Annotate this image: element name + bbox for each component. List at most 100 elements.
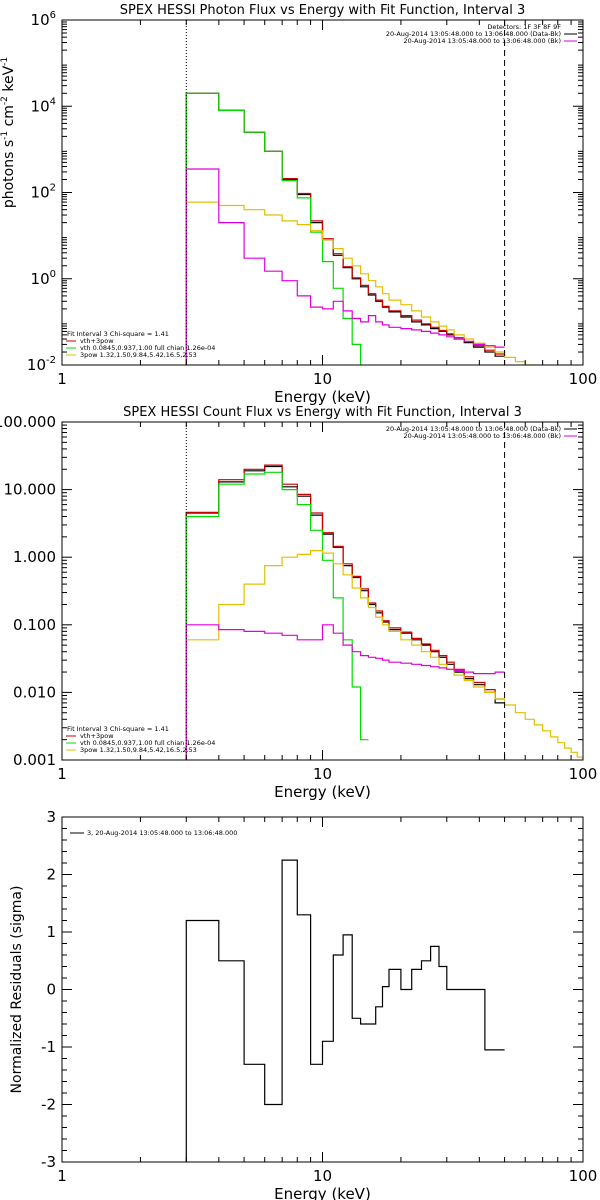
legend-bottom-left: Fit Interval 3 Chi-square = 1.41vth+3pow…	[66, 725, 215, 754]
y-axis-label-part: -1	[0, 57, 10, 66]
chart-title: SPEX HESSI Count Flux vs Energy with Fit…	[123, 405, 522, 420]
series-line-1	[185, 92, 505, 365]
y-tick-label-base: 100.000	[0, 413, 56, 431]
legend-entry: 3pow 1.32,1.50,9.84,5.42,16.5,2.53	[80, 351, 197, 359]
y-tick-label: -1	[41, 1038, 56, 1056]
x-axis: 1 10 100	[57, 817, 597, 1185]
y-tick-label-base: 3	[46, 808, 56, 826]
y-axis-label-part: photons s	[1, 140, 17, 208]
series-line-5	[185, 624, 505, 760]
y-tick-label-base: 0.001	[13, 751, 56, 769]
series-line-3	[185, 471, 369, 760]
legend-entry: 20-Aug-2014 13:05:48.000 to 13:06:48.000…	[386, 30, 561, 38]
y-tick-label: 1.000	[13, 548, 56, 566]
chart-panel-1: SPEX HESSI Photon Flux vs Energy with Fi…	[0, 3, 597, 406]
legend-entry: vth 0.0845,0.937,1.00 full chian 1.26e-0…	[80, 739, 215, 747]
y-tick-label-base: 2	[46, 866, 56, 884]
y-tick-label-base: 0	[46, 981, 56, 999]
y-tick-label-base: 10	[31, 97, 50, 115]
chart-panel-3: 1 10 100 Energy (keV) -3 -2 -1 0 1 2 3 Normalized R…	[9, 808, 597, 1200]
series-line-1	[185, 859, 505, 1162]
y-axis-label-part: -1	[0, 131, 10, 140]
y-tick-label-base: 10	[31, 184, 50, 202]
legend-top-right: 20-Aug-2014 13:05:48.000 to 13:06:48.000…	[386, 425, 577, 440]
x-axis-label: Energy (keV)	[274, 783, 371, 801]
y-tick-label-base: 1.000	[13, 548, 56, 566]
y-tick-label: 2	[46, 866, 56, 884]
y-tick-label: -3	[41, 1153, 56, 1171]
series-line-2	[185, 464, 505, 760]
plot-frame	[61, 816, 584, 1163]
legend-entry: Detectors: 1F 3F 8F 9F	[487, 23, 561, 31]
y-tick-label-base: 1	[46, 923, 56, 941]
x-tick-label: 10	[313, 1167, 332, 1185]
x-tick-label: 10	[313, 765, 332, 783]
y-tick-label-base: 10	[27, 356, 46, 374]
legend-entry: 3, 20-Aug-2014 13:05:48.000 to 13:06:48.…	[87, 829, 237, 837]
y-tick-label-exponent: 2	[50, 183, 56, 194]
y-axis-label: Normalized Residuals (sigma)	[9, 886, 25, 1094]
y-tick-label-base: -2	[41, 1096, 56, 1114]
x-axis-label: Energy (keV)	[274, 388, 371, 406]
series-group	[185, 859, 505, 1162]
series-line-4	[185, 201, 535, 365]
legend-entry: Fit Interval 3 Chi-square = 1.41	[67, 725, 169, 733]
chart-panel-2: SPEX HESSI Count Flux vs Energy with Fit…	[0, 405, 597, 801]
legend-entry: 20-Aug-2014 13:05:48.000 to 13:06:48.000…	[404, 432, 561, 440]
x-axis: 1 10 100	[57, 422, 597, 783]
y-tick-label-base: -3	[41, 1153, 56, 1171]
legend-entry: 3pow 1.32,1.50,9.84,5.42,16.5,2.53	[80, 746, 197, 754]
series-line-1	[185, 465, 505, 760]
y-axis-label-part: keV	[1, 65, 17, 96]
y-tick-label: 0.010	[13, 683, 56, 701]
y-tick-label-exponent: -2	[46, 355, 56, 366]
series-line-5	[185, 168, 505, 365]
y-axis-label: photons s-1 cm-2 keV-1	[0, 57, 17, 208]
y-tick-label: -2	[41, 1096, 56, 1114]
y-tick-label: 102	[31, 183, 56, 202]
x-tick-label: 10	[313, 370, 332, 388]
x-axis-label: Energy (keV)	[274, 1185, 371, 1200]
legend-entry: Fit Interval 3 Chi-square = 1.41	[67, 330, 169, 338]
x-tick-label: 1	[57, 1167, 67, 1185]
y-tick-label-exponent: 0	[50, 269, 56, 280]
y-tick-label: 106	[31, 10, 56, 29]
y-tick-label-base: 10.000	[4, 481, 57, 499]
y-tick-label-base: 10	[31, 11, 50, 29]
legend-entry: vth+3pow	[80, 337, 114, 345]
y-tick-label: 0.001	[13, 751, 56, 769]
series-line-3	[185, 92, 362, 365]
x-tick-label: 100	[569, 1167, 598, 1185]
chart-title: SPEX HESSI Photon Flux vs Energy with Fi…	[120, 3, 526, 18]
series-line-4	[185, 550, 583, 760]
series-group	[185, 464, 583, 760]
legend-bottom-left: Fit Interval 3 Chi-square = 1.41vth+3pow…	[66, 330, 215, 359]
y-tick-label-base: 0.100	[13, 616, 56, 634]
y-tick-label: 0	[46, 981, 56, 999]
series-group	[185, 92, 535, 365]
y-tick-label-base: 10	[31, 270, 50, 288]
x-tick-label: 1	[57, 765, 67, 783]
y-tick-label: 1	[46, 923, 56, 941]
y-tick-label: 3	[46, 808, 56, 826]
legend-entry: 20-Aug-2014 13:05:48.000 to 13:06:48.000…	[386, 425, 561, 433]
y-tick-label: 10.000	[4, 481, 57, 499]
y-axis: 0.001 0.010 0.100 1.000 10.000 100.000	[0, 413, 583, 769]
x-tick-label: 100	[569, 370, 598, 388]
legend-top-left: 3, 20-Aug-2014 13:05:48.000 to 13:06:48.…	[70, 829, 237, 837]
series-line-2	[185, 92, 505, 365]
legend-entry: vth+3pow	[80, 732, 114, 740]
y-tick-label: 100.000	[0, 413, 56, 431]
legend-entry: 20-Aug-2014 13:05:48.000 to 13:06:48.000…	[404, 37, 561, 45]
y-tick-label-exponent: 6	[50, 10, 56, 21]
y-tick-label: 0.100	[13, 616, 56, 634]
x-tick-label: 100	[569, 765, 598, 783]
y-tick-label: 10-2	[27, 355, 56, 374]
y-tick-label-base: 0.010	[13, 683, 56, 701]
y-axis: -3 -2 -1 0 1 2 3	[41, 808, 583, 1171]
y-tick-label: 100	[31, 269, 56, 288]
y-axis-label-part: -2	[0, 96, 10, 105]
